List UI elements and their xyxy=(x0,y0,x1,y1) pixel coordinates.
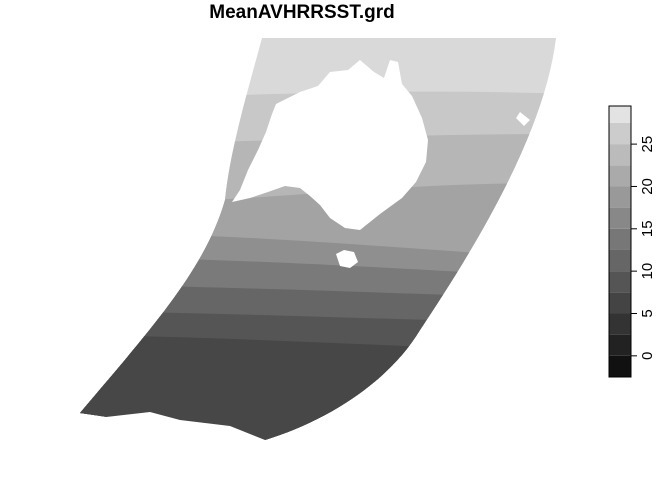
legend-tick-label: 15 xyxy=(639,220,656,237)
legend-swatch xyxy=(609,228,631,250)
plot-title: MeanAVHRRSST.grd xyxy=(209,2,395,23)
legend-swatch xyxy=(609,334,631,356)
legend-tick-label: 20 xyxy=(639,178,656,195)
tasmania-landmass xyxy=(336,250,358,268)
legend-swatch xyxy=(609,313,631,335)
legend-tick-label: 0 xyxy=(639,352,656,360)
legend-ticks: 0 5 10 15 20 25 xyxy=(631,136,656,360)
legend-swatch xyxy=(609,165,631,187)
legend: 0 5 10 15 20 25 xyxy=(608,105,656,378)
legend-swatch xyxy=(609,292,631,314)
australia-landmass xyxy=(232,60,428,230)
legend-swatch xyxy=(609,122,631,145)
sst-map xyxy=(0,38,556,480)
legend-tick-label: 10 xyxy=(639,263,656,280)
legend-swatch xyxy=(609,355,631,377)
sst-field xyxy=(80,38,556,440)
new-zealand-landmass xyxy=(516,112,530,126)
legend-frame xyxy=(608,105,632,378)
legend-tick-label: 5 xyxy=(639,309,656,317)
antarctica-landmass xyxy=(0,412,265,480)
legend-colorbar xyxy=(609,106,631,377)
legend-swatch xyxy=(609,186,631,208)
legend-tick-label: 25 xyxy=(639,136,656,153)
legend-swatch xyxy=(609,271,631,293)
legend-swatch xyxy=(609,144,631,166)
legend-swatch xyxy=(609,207,631,229)
legend-swatch xyxy=(609,106,631,123)
legend-swatch xyxy=(609,249,631,272)
new-zealand-landmass xyxy=(456,270,480,292)
